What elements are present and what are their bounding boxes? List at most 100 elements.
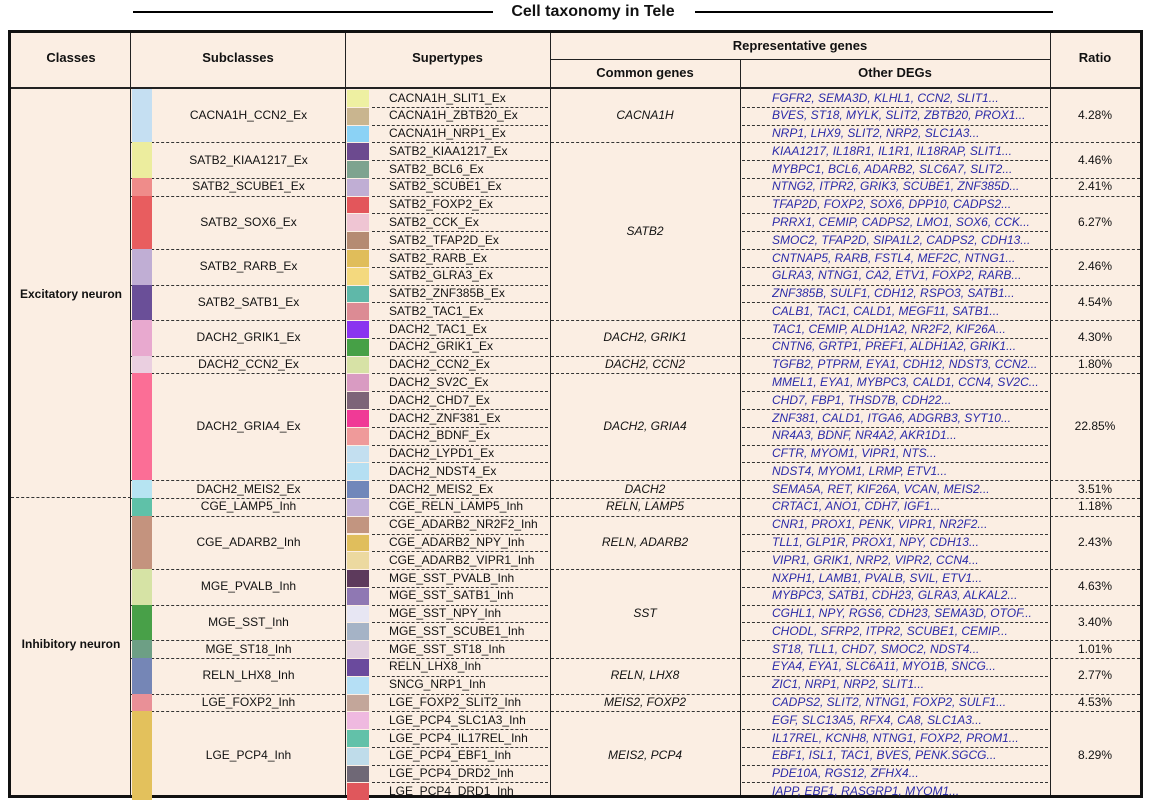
supertype-color-swatch xyxy=(347,747,369,765)
other-degs: CALB1, TAC1, CALD1, MEGF11, SATB1... xyxy=(772,303,1000,318)
degs-separator xyxy=(742,320,1048,322)
common-genes: RELN, ADARB2 xyxy=(601,534,689,549)
ratio-separator xyxy=(1050,249,1140,251)
supertype-separator xyxy=(372,177,548,179)
subclass-color-swatch xyxy=(132,249,152,285)
degs-separator xyxy=(742,515,1048,517)
degs-separator xyxy=(742,355,1048,357)
subclass-color-swatch xyxy=(132,657,152,694)
supertype-name: DACH2_MEIS2_Ex xyxy=(389,481,494,496)
degs-separator xyxy=(742,533,1048,535)
supertype-name: SATB2_SCUBE1_Ex xyxy=(389,179,502,194)
subclass-name: DACH2_CCN2_Ex xyxy=(198,357,299,372)
common-genes: DACH2 xyxy=(624,481,666,496)
subclass-separator xyxy=(131,515,345,517)
ratio-value: 3.40% xyxy=(1077,614,1113,629)
degs-separator xyxy=(742,142,1048,144)
common-genes: DACH2, CCN2 xyxy=(604,357,685,372)
class-excitatory-neuron: Excitatory neuron xyxy=(19,287,123,301)
common-genes: CACNA1H xyxy=(616,108,674,123)
supertype-separator xyxy=(372,409,548,411)
supertype-color-swatch xyxy=(347,534,369,552)
header-supertypes: Supertypes xyxy=(412,50,483,65)
subclass-name: LGE_PCP4_Inh xyxy=(205,748,292,763)
other-degs: TGFB2, PTPRM, EYA1, CDH12, NDST3, CCN2..… xyxy=(772,357,1038,372)
subclass-color-swatch xyxy=(132,373,152,481)
supertype-separator xyxy=(372,729,548,731)
supertype-name: CGE_RELN_LAMP5_Inh xyxy=(389,499,524,514)
supertype-name: LGE_PCP4_IL17REL_Inh xyxy=(389,730,528,745)
other-degs: CHODL, SFRP2, ITPR2, SCUBE1, CEMIP... xyxy=(772,623,1008,638)
common-genes: RELN, LHX8 xyxy=(610,668,680,683)
ratio-separator xyxy=(1050,569,1140,571)
ratio-value: 2.41% xyxy=(1077,179,1113,194)
supertype-color-swatch xyxy=(347,321,369,338)
subclass-name: DACH2_GRIK1_Ex xyxy=(196,330,301,345)
supertype-name: MGE_SST_ST18_Inh xyxy=(389,641,506,656)
degs-separator xyxy=(742,195,1048,197)
subclass-name: RELN_LHX8_Inh xyxy=(202,668,295,683)
supertype-separator xyxy=(372,213,548,215)
header-other-degs: Other DEGs xyxy=(858,65,932,80)
subclass-color-swatch xyxy=(132,480,152,498)
supertype-name: LGE_PCP4_EBF1_Inh xyxy=(389,748,512,763)
other-degs: TLL1, GLP1R, PROX1, NPY, CDH13... xyxy=(772,535,979,549)
supertype-name: LGE_PCP4_DRD1_Inh xyxy=(389,783,514,798)
other-degs: FGFR2, SEMA3D, KLHL1, CCN2, SLIT1... xyxy=(772,90,999,105)
supertype-separator xyxy=(372,373,548,375)
supertype-color-swatch xyxy=(347,765,369,783)
subclass-separator xyxy=(131,497,345,499)
common-genes-separator xyxy=(551,515,740,517)
supertype-color-swatch xyxy=(347,90,369,107)
ratio-value: 2.43% xyxy=(1077,534,1113,549)
supertype-name: SATB2_BCL6_Ex xyxy=(389,161,484,176)
other-degs: ZIC1, NRP1, NRP2, SLIT1... xyxy=(772,677,925,692)
ratio-value: 4.53% xyxy=(1077,694,1113,709)
common-genes: MEIS2, FOXP2 xyxy=(603,694,687,709)
supertype-name: DACH2_GRIK1_Ex xyxy=(389,339,494,354)
degs-separator xyxy=(742,266,1048,268)
common-genes-separator xyxy=(551,320,740,322)
supertype-color-swatch xyxy=(347,730,369,747)
supertype-name: SATB2_RARB_Ex xyxy=(389,250,487,265)
supertype-name: SATB2_GLRA3_Ex xyxy=(389,268,493,283)
supertype-name: DACH2_CCN2_Ex xyxy=(389,357,490,372)
degs-separator xyxy=(742,569,1048,571)
ratio-value: 4.46% xyxy=(1077,152,1113,167)
other-degs: ZNF385B, SULF1, CDH12, RSPO3, SATB1... xyxy=(772,286,1015,301)
degs-separator xyxy=(742,764,1048,766)
supertype-name: SATB2_TAC1_Ex xyxy=(389,303,484,318)
supertype-separator xyxy=(372,675,548,677)
supertype-name: DACH2_CHD7_Ex xyxy=(389,392,490,407)
other-degs: IAPP, EBF1, RASGRP1, MYOM1... xyxy=(772,783,960,798)
supertype-color-swatch xyxy=(347,516,369,534)
subclass-color-swatch xyxy=(132,711,152,801)
table-body-background xyxy=(11,88,1140,795)
other-degs: CGHL1, NPY, RGS6, CDH23, SEMA3D, OTOF... xyxy=(772,606,1032,621)
subclass-color-swatch xyxy=(132,569,152,605)
subclass-separator xyxy=(131,195,345,197)
supertype-color-swatch xyxy=(347,196,369,214)
ratio-separator xyxy=(1050,515,1140,517)
supertype-color-swatch xyxy=(347,481,369,498)
degs-separator xyxy=(742,177,1048,179)
ratio-separator xyxy=(1050,657,1140,659)
ratio-value: 8.29% xyxy=(1077,748,1113,763)
common-genes-separator xyxy=(551,142,740,144)
figure-title-text: Cell taxonomy in Tele xyxy=(505,3,681,20)
supertype-separator xyxy=(372,480,548,482)
other-degs: VIPR1, GRIK1, NRP2, VIPR2, CCN4... xyxy=(772,552,979,567)
supertype-color-swatch xyxy=(347,125,369,143)
degs-separator xyxy=(742,746,1048,748)
other-degs: MYBPC1, BCL6, ADARB2, SLC6A7, SLIT2... xyxy=(772,161,1013,176)
other-degs: CNR1, PROX1, PENK, VIPR1, NR2F2... xyxy=(772,517,988,532)
degs-separator xyxy=(742,284,1048,286)
subclass-separator xyxy=(131,142,345,144)
common-genes-separator xyxy=(551,355,740,357)
degs-separator xyxy=(742,693,1048,695)
subclass-separator xyxy=(131,604,345,606)
degs-separator xyxy=(742,213,1048,215)
divider-classes xyxy=(130,33,131,795)
subclass-color-swatch xyxy=(132,320,152,356)
common-genes: DACH2, GRIK1 xyxy=(603,330,687,345)
